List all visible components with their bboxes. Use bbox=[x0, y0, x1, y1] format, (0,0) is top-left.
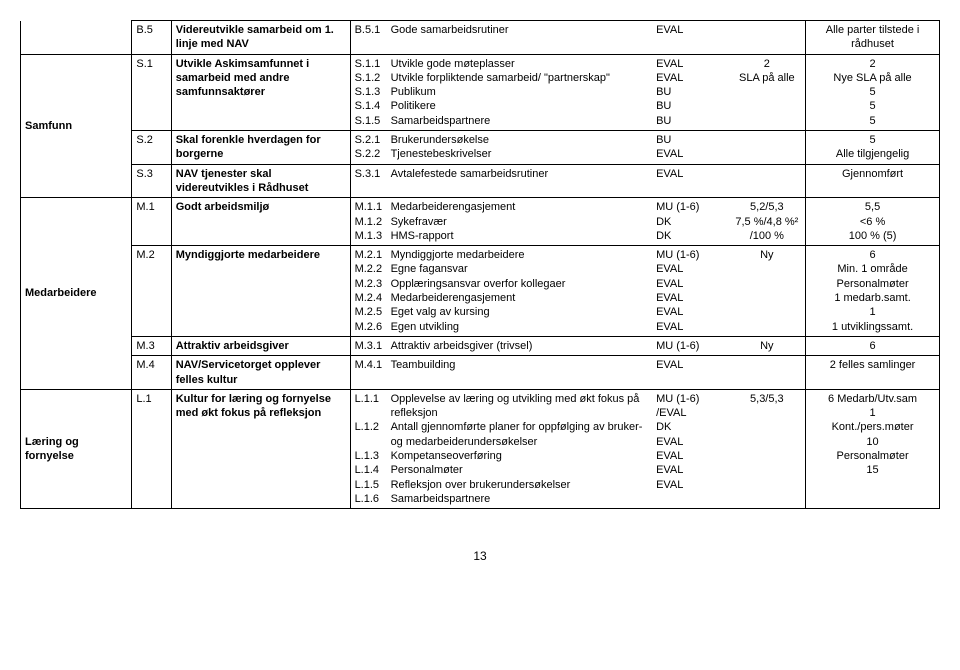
row-desc: Attraktiv arbeidsgiver bbox=[171, 336, 350, 355]
row-desc: Kultur for læring og fornyelse med økt f… bbox=[171, 389, 350, 508]
metric-col: EVAL bbox=[652, 21, 728, 55]
sub-items: M.1.1MedarbeiderengasjementM.1.2Sykefrav… bbox=[350, 198, 652, 246]
value-col: 5,3/5,3 bbox=[729, 389, 806, 508]
sub-items: M.2.1Myndiggjorte medarbeidereM.2.2Egne … bbox=[350, 246, 652, 337]
row-id: L.1 bbox=[132, 389, 171, 508]
row-desc: Videreutvikle samarbeid om 1. linje med … bbox=[171, 21, 350, 55]
value-col bbox=[729, 131, 806, 165]
result-col: 2Nye SLA på alle555 bbox=[806, 54, 940, 130]
row-id: M.2 bbox=[132, 246, 171, 337]
table-row: Læring og fornyelseL.1Kultur for læring … bbox=[21, 389, 940, 508]
result-col: Gjennomført bbox=[806, 164, 940, 198]
sub-items: S.1.1Utvikle gode møteplasserS.1.2Utvikl… bbox=[350, 54, 652, 130]
table-row: M.4NAV/Servicetorget opplever felles kul… bbox=[21, 356, 940, 390]
metric-col: MU (1-6)DKDK bbox=[652, 198, 728, 246]
value-col bbox=[729, 164, 806, 198]
main-table: B.5Videreutvikle samarbeid om 1. linje m… bbox=[20, 20, 940, 509]
row-id: S.2 bbox=[132, 131, 171, 165]
row-id: M.1 bbox=[132, 198, 171, 246]
metric-col: EVAL bbox=[652, 164, 728, 198]
page-number: 13 bbox=[20, 549, 940, 563]
row-id: S.1 bbox=[132, 54, 171, 130]
sub-items: S.3.1Avtalefestede samarbeidsrutiner bbox=[350, 164, 652, 198]
result-col: 6Min. 1 områdePersonalmøter1 medarb.samt… bbox=[806, 246, 940, 337]
row-desc: NAV tjenester skal videreutvikles i Rådh… bbox=[171, 164, 350, 198]
result-col: Alle parter tilstede i rådhuset bbox=[806, 21, 940, 55]
row-id: B.5 bbox=[132, 21, 171, 55]
row-desc: Skal forenkle hverdagen for borgerne bbox=[171, 131, 350, 165]
value-col bbox=[729, 21, 806, 55]
table-row: M.2Myndiggjorte medarbeidereM.2.1Myndigg… bbox=[21, 246, 940, 337]
sub-items: L.1.1Opplevelse av læring og utvikling m… bbox=[350, 389, 652, 508]
metric-col: MU (1-6)EVALEVALEVALEVALEVAL bbox=[652, 246, 728, 337]
category-cell: Samfunn bbox=[21, 54, 132, 198]
result-col: 6 Medarb/Utv.sam1Kont./pers.møter10Perso… bbox=[806, 389, 940, 508]
metric-col: EVALEVALBUBUBU bbox=[652, 54, 728, 130]
result-col: 2 felles samlinger bbox=[806, 356, 940, 390]
table-row: S.3NAV tjenester skal videreutvikles i R… bbox=[21, 164, 940, 198]
result-col: 5,5<6 %100 % (5) bbox=[806, 198, 940, 246]
row-id: S.3 bbox=[132, 164, 171, 198]
sub-items: B.5.1Gode samarbeidsrutiner bbox=[350, 21, 652, 55]
row-desc: Godt arbeidsmiljø bbox=[171, 198, 350, 246]
result-col: 6 bbox=[806, 336, 940, 355]
metric-col: EVAL bbox=[652, 356, 728, 390]
row-id: M.4 bbox=[132, 356, 171, 390]
value-col: Ny bbox=[729, 246, 806, 337]
metric-col: MU (1-6) /EVALDKEVALEVALEVALEVAL bbox=[652, 389, 728, 508]
row-desc: NAV/Servicetorget opplever felles kultur bbox=[171, 356, 350, 390]
sub-items: S.2.1BrukerundersøkelseS.2.2Tjenestebesk… bbox=[350, 131, 652, 165]
category-cell: Medarbeidere bbox=[21, 198, 132, 390]
table-row: SamfunnS.1Utvikle Askimsamfunnet i samar… bbox=[21, 54, 940, 130]
category-cell: Læring og fornyelse bbox=[21, 389, 132, 508]
value-col: 2SLA på alle bbox=[729, 54, 806, 130]
row-id: M.3 bbox=[132, 336, 171, 355]
sub-items: M.3.1Attraktiv arbeidsgiver (trivsel) bbox=[350, 336, 652, 355]
sub-items: M.4.1Teambuilding bbox=[350, 356, 652, 390]
metric-col: BUEVAL bbox=[652, 131, 728, 165]
table-row: MedarbeidereM.1Godt arbeidsmiljøM.1.1Med… bbox=[21, 198, 940, 246]
value-col: 5,2/5,37,5 %/4,8 %²/100 % bbox=[729, 198, 806, 246]
result-col: 5Alle tilgjengelig bbox=[806, 131, 940, 165]
table-row: S.2Skal forenkle hverdagen for borgerneS… bbox=[21, 131, 940, 165]
row-desc: Utvikle Askimsamfunnet i samarbeid med a… bbox=[171, 54, 350, 130]
metric-col: MU (1-6) bbox=[652, 336, 728, 355]
row-desc: Myndiggjorte medarbeidere bbox=[171, 246, 350, 337]
value-col bbox=[729, 356, 806, 390]
value-col: Ny bbox=[729, 336, 806, 355]
table-row: B.5Videreutvikle samarbeid om 1. linje m… bbox=[21, 21, 940, 55]
table-row: M.3Attraktiv arbeidsgiverM.3.1Attraktiv … bbox=[21, 336, 940, 355]
